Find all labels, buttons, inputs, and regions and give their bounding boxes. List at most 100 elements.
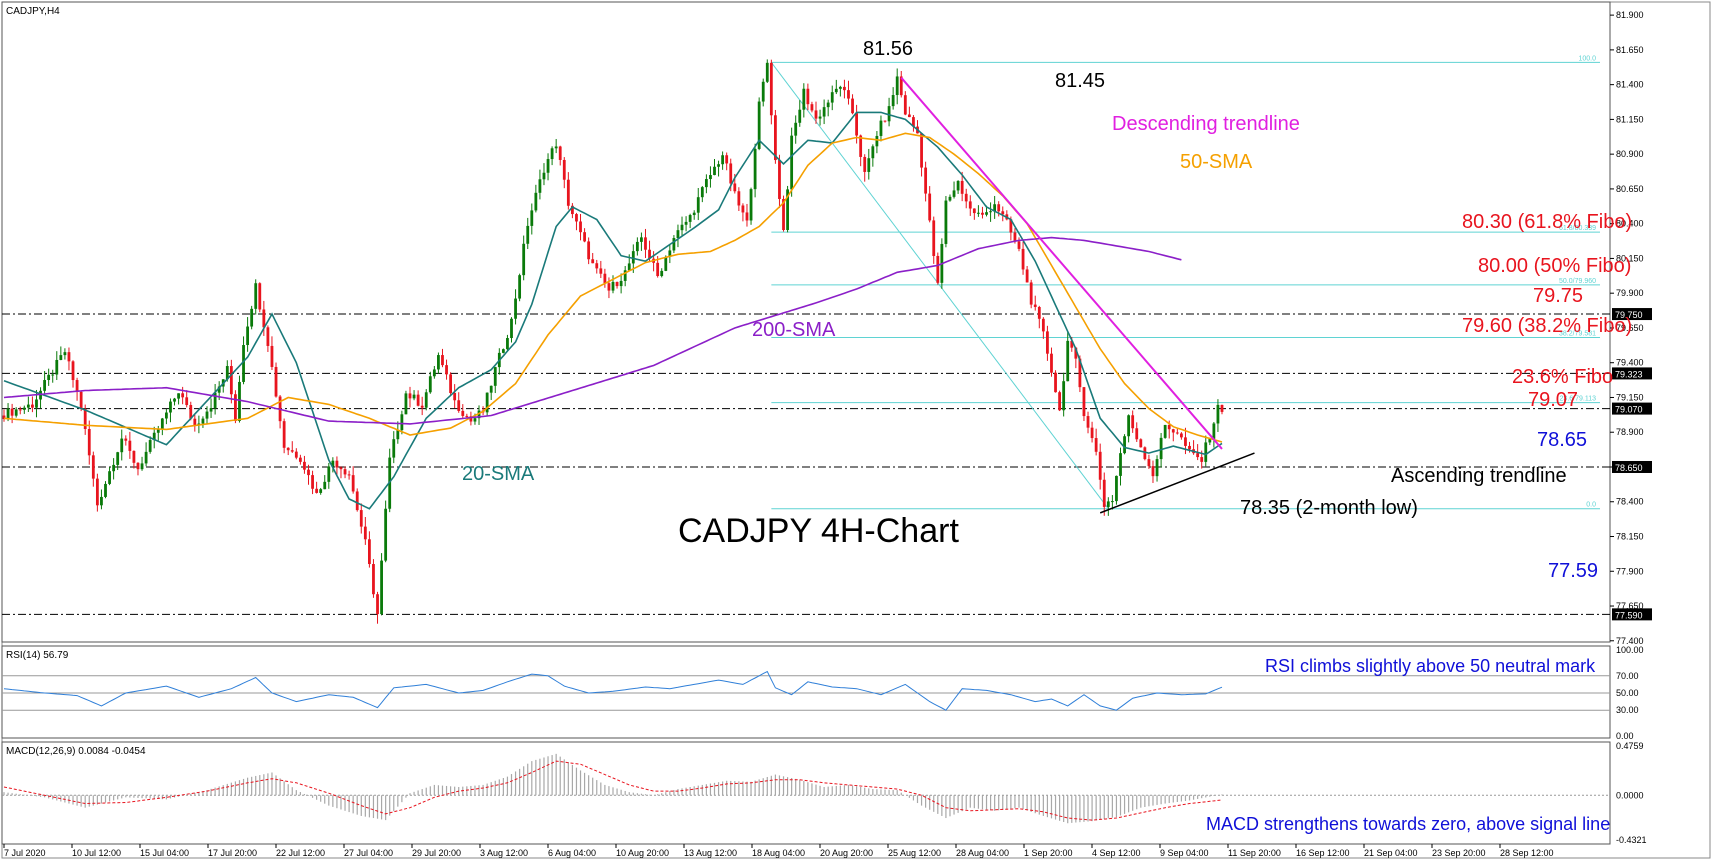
candle-body [270, 345, 274, 367]
candle-body [778, 160, 781, 199]
candle-body [1094, 438, 1098, 452]
candle-body [1131, 415, 1135, 429]
x-tick-label: 20 Aug 20:00 [820, 848, 873, 858]
candle-body [501, 349, 505, 353]
candle-body [587, 241, 591, 260]
sma-20-line [3, 111, 1223, 510]
candle-body [1090, 427, 1094, 439]
candle-body [526, 225, 530, 244]
fibo-382-label: 79.60 (38.2% Fibo) [1462, 315, 1632, 337]
level-7759-label: 77.59 [1548, 560, 1598, 582]
candle-body [100, 496, 103, 506]
fibo-618-label: 80.30 (61.8% Fibo) [1462, 211, 1632, 233]
level-7865-label: 78.65 [1537, 429, 1587, 451]
price-tick-label: 79.900 [1616, 288, 1644, 298]
candle-body [972, 208, 976, 214]
candle-body [855, 113, 858, 136]
candle-body [91, 455, 95, 479]
candle-body [124, 438, 128, 441]
candle-body [327, 466, 331, 482]
price-level-label: 79.070 [1615, 405, 1643, 415]
candle-body [977, 212, 980, 214]
candle-body [741, 205, 745, 213]
candle-body [611, 281, 615, 291]
candle-body [830, 92, 834, 103]
price-tick-label: 81.400 [1616, 80, 1644, 90]
candle-body [469, 416, 473, 422]
ascending-trendline-label: Ascending trendline [1391, 465, 1567, 487]
candle-body [1021, 248, 1025, 270]
x-tick-label: 17 Jul 20:00 [208, 848, 257, 858]
candle-body [867, 158, 871, 172]
candle-body [981, 212, 984, 215]
rsi-tick-label: 70.00 [1616, 671, 1639, 681]
candle-body [684, 221, 688, 225]
candle-body [1037, 306, 1041, 319]
candle-body [181, 393, 185, 398]
candle-body [144, 451, 148, 464]
candle-body [765, 62, 769, 82]
candlesticks [2, 59, 1224, 624]
candle-body [1086, 416, 1090, 428]
candle-body [303, 461, 306, 470]
candle-body [140, 463, 144, 470]
candle-body [664, 256, 668, 271]
candle-body [1135, 428, 1139, 440]
candle-body [713, 166, 716, 176]
candle-body [993, 204, 997, 212]
candle-body [108, 471, 111, 484]
candle-body [26, 404, 30, 408]
candle-body [1013, 232, 1017, 242]
candle-body [656, 262, 660, 277]
candle-body [1082, 387, 1086, 417]
rsi-tick-label: 0.00 [1616, 731, 1634, 741]
price-level-label: 79.323 [1615, 369, 1643, 379]
candle-body [372, 564, 375, 595]
x-tick-label: 22 Jul 12:00 [276, 848, 325, 858]
candle-body [412, 394, 416, 399]
candle-body [1106, 501, 1110, 507]
candle-body [473, 418, 477, 422]
candle-body [408, 393, 412, 399]
candle-body [1196, 453, 1200, 458]
candle-body [640, 237, 643, 242]
fib-level-label: 23.6/79.113 [1560, 396, 1597, 403]
candle-body [907, 114, 911, 118]
candle-body [924, 167, 928, 194]
candle-body [404, 393, 408, 415]
candle-body [489, 385, 493, 393]
level-7975-label: 79.75 [1533, 285, 1583, 307]
candle-body [359, 510, 363, 527]
low-label: 78.35 (2-month low) [1240, 497, 1418, 519]
candle-body [128, 440, 132, 451]
candle-body [1029, 282, 1033, 305]
candle-body [1050, 353, 1053, 373]
candle-body [59, 355, 63, 360]
macd-signal-line [3, 760, 1223, 821]
candle-body [22, 407, 26, 410]
candle-body [1033, 304, 1037, 307]
x-tick-label: 15 Jul 04:00 [140, 848, 189, 858]
price-level-box [1612, 308, 1652, 321]
candle-body [834, 88, 838, 93]
candle-body [631, 251, 635, 264]
candle-body [1220, 404, 1224, 412]
price-tick-label: 81.900 [1616, 10, 1644, 20]
rsi-indicator [2, 670, 1610, 711]
candle-body [1062, 381, 1066, 411]
candle-body [635, 241, 639, 252]
candle-body [266, 327, 270, 346]
candle-body [416, 394, 420, 406]
candle-body [189, 405, 193, 419]
candle-body [704, 179, 708, 188]
x-tick-label: 16 Sep 12:00 [1296, 848, 1350, 858]
candle-body [1066, 340, 1070, 382]
candle-body [120, 438, 124, 453]
candle-body [843, 86, 846, 91]
candle-body [238, 381, 241, 422]
candle-body [339, 467, 343, 470]
candle-body [887, 106, 891, 122]
candle-body [246, 326, 249, 346]
